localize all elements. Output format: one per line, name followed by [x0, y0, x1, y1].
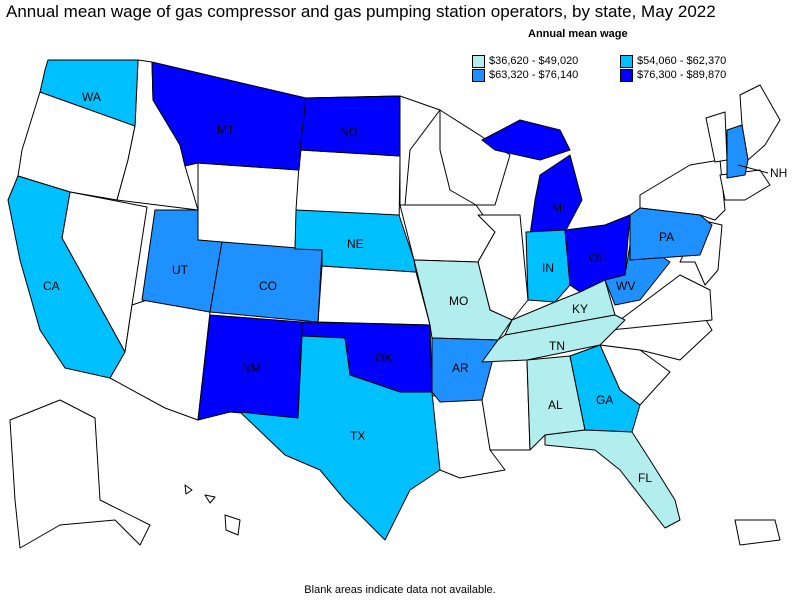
state-wi	[439, 109, 511, 206]
legend-label: $36,620 - $49,020	[489, 55, 579, 67]
no-data-states	[9, 59, 781, 549]
label-mi: MI	[552, 201, 565, 215]
state-mn	[305, 95, 441, 206]
state-pa	[629, 207, 713, 261]
label-ut: UT	[172, 263, 189, 277]
legend-item: $54,060 - $62,370	[620, 54, 726, 68]
legend-swatch	[472, 54, 485, 68]
label-tn: TN	[549, 339, 565, 353]
legend-title: Annual mean wage	[528, 28, 628, 40]
label-ga: GA	[596, 393, 613, 407]
state-ca	[7, 175, 126, 379]
label-pa: PA	[659, 230, 674, 244]
legend-label: $54,060 - $62,370	[637, 55, 727, 67]
state-labels: WA CA MT ND UT CO NE NM OK TX MO AR MI I…	[43, 90, 787, 485]
state-pr	[734, 519, 781, 546]
label-fl: FL	[638, 471, 652, 485]
nh-leader-line	[737, 164, 769, 174]
label-mo: MO	[449, 294, 468, 308]
state-in	[525, 229, 571, 303]
label-oh: OH	[589, 251, 607, 265]
label-wv: WV	[616, 279, 635, 293]
legend-swatch	[620, 54, 633, 68]
state-ar	[431, 337, 499, 403]
label-in: IN	[542, 261, 554, 275]
legend-label: $76,300 - $89,870	[637, 69, 727, 81]
label-ar: AR	[452, 361, 469, 375]
state-mo	[413, 259, 513, 341]
state-tn	[481, 314, 626, 363]
legend-label: $63,320 - $76,140	[489, 69, 579, 81]
data-states	[7, 59, 749, 541]
state-tx	[239, 335, 441, 541]
state-ne	[294, 209, 417, 273]
legend-item: $76,300 - $89,870	[620, 68, 726, 82]
label-ne: NE	[347, 237, 364, 251]
label-ky: KY	[572, 302, 588, 316]
state-nd	[299, 95, 401, 157]
label-tx: TX	[350, 429, 365, 443]
label-co: CO	[259, 279, 277, 293]
label-al: AL	[548, 398, 563, 412]
state-ia	[399, 204, 496, 263]
label-wa: WA	[82, 90, 101, 104]
footer-note: Blank areas indicate data not available.	[304, 584, 496, 596]
state-vt	[705, 111, 728, 163]
state-ak	[9, 399, 151, 549]
state-fl	[544, 429, 681, 529]
state-wa	[39, 59, 139, 127]
label-ca: CA	[43, 279, 60, 293]
label-ok: OK	[375, 351, 392, 365]
label-nd: ND	[340, 125, 358, 139]
legend-item: $63,320 - $76,140	[472, 68, 578, 82]
label-nm: NM	[242, 361, 261, 375]
state-wy	[197, 162, 300, 250]
state-ks	[317, 265, 431, 326]
map-title: Annual mean wage of gas compressor and g…	[6, 2, 716, 21]
state-hi	[184, 484, 241, 536]
legend-item: $36,620 - $49,020	[472, 54, 578, 68]
legend-swatch	[620, 68, 633, 82]
label-mt: MT	[217, 123, 235, 137]
label-nh: NH	[770, 166, 787, 180]
legend-swatch	[472, 68, 485, 82]
